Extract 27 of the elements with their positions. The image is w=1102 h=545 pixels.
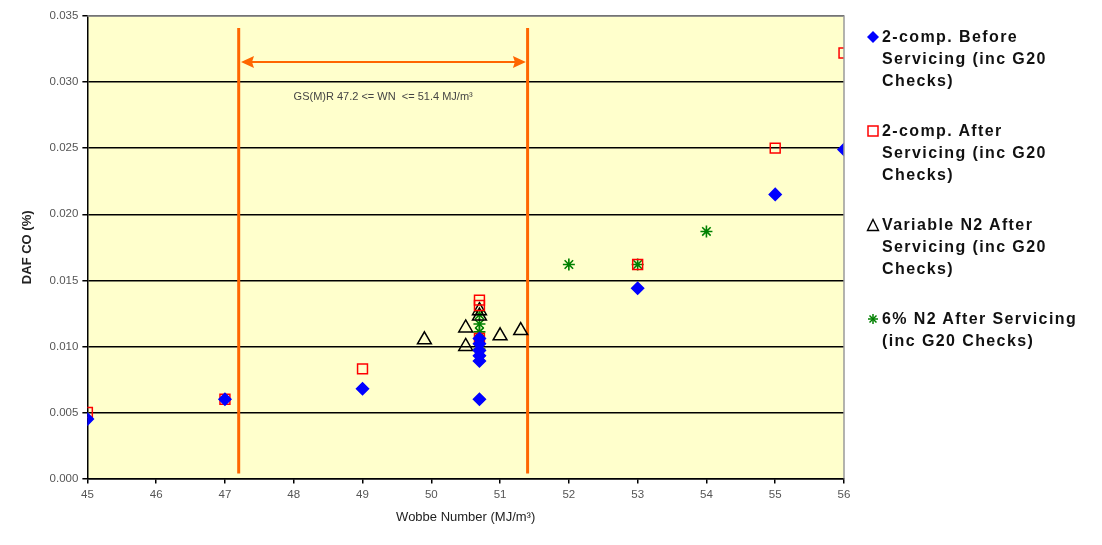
- x-tick-label: 46: [149, 487, 163, 500]
- x-tick-label: 56: [837, 487, 851, 500]
- y-tick-label: 0.005: [49, 405, 79, 418]
- y-tick-label: 0.010: [49, 339, 79, 352]
- legend-label: 2-comp. After Servicing (inc G20 Checks): [882, 121, 1048, 185]
- y-axis-title: DAF CO (%): [19, 210, 35, 285]
- y-tick-label: 0.030: [49, 75, 79, 88]
- x-tick-label: 49: [356, 487, 369, 500]
- x-tick-label: 47: [218, 487, 232, 500]
- x-tick-label: 51: [493, 487, 507, 500]
- y-tick-label: 0.015: [49, 273, 79, 286]
- x-tick-label: 50: [424, 487, 438, 500]
- y-tick-label: 0.035: [49, 9, 79, 22]
- annotation: GS(M)R 47.2 <= WN <= 51.4 MJ/m³: [293, 90, 474, 103]
- legend-label: 2-comp. Before Servicing (inc G20 Checks): [882, 27, 1048, 91]
- x-tick-label: 48: [287, 487, 301, 500]
- x-tick-label: 53: [631, 487, 645, 500]
- x-tick-label: 45: [80, 487, 94, 500]
- y-tick-label: 0.020: [49, 207, 79, 220]
- legend-label: Variable N2 After Servicing (inc G20 Checks): [882, 215, 1048, 279]
- x-tick-label: 52: [562, 487, 576, 500]
- x-axis-title: Wobbe Number (MJ/m³): [396, 508, 536, 524]
- legend-label: 6% N2 After Servicing (inc G20 Checks): [882, 309, 1079, 351]
- y-tick-label: 0.025: [49, 141, 79, 154]
- x-tick-label: 54: [700, 487, 714, 500]
- y-tick-label: 0.000: [49, 471, 79, 484]
- x-tick-label: 55: [768, 487, 782, 500]
